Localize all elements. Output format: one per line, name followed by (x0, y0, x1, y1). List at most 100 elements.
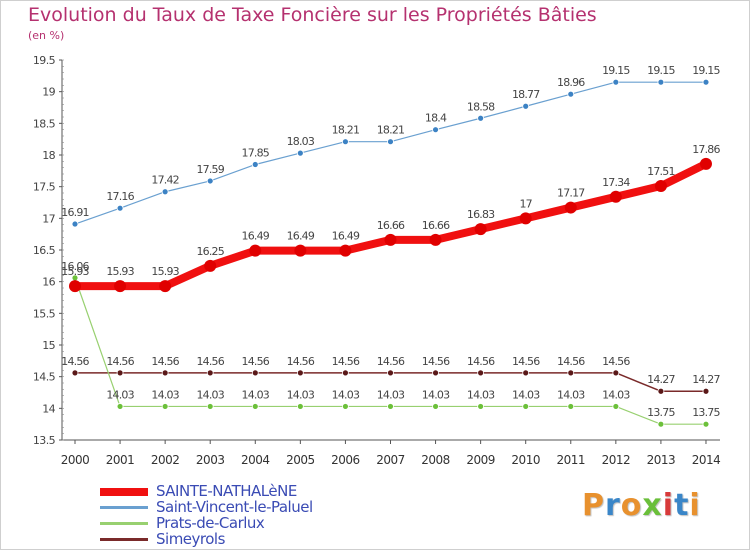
logo-letter: i (689, 488, 701, 523)
data-point (71, 369, 79, 377)
data-point (71, 220, 79, 228)
data-label: 14.56 (332, 355, 360, 368)
legend-label: Simeyrols (156, 530, 225, 548)
y-tick-label: 14 (42, 402, 55, 415)
data-point (161, 403, 169, 410)
data-point (702, 387, 710, 395)
data-label: 14.56 (467, 355, 495, 368)
legend-item: Simeyrols (100, 530, 400, 548)
data-point (612, 403, 620, 410)
unit-label: (en %) (28, 29, 65, 42)
data-point (294, 244, 307, 257)
data-label: 14.56 (106, 355, 134, 368)
legend: SAINTE-NATHALèNE Saint-Vincent-le-Paluel P… (100, 482, 400, 548)
data-point (657, 387, 665, 395)
y-tick-label: 15 (42, 339, 55, 352)
data-point (249, 244, 262, 257)
data-label: 14.03 (602, 388, 630, 401)
data-label: 14.56 (196, 355, 224, 368)
data-label: 16.25 (196, 245, 224, 258)
data-label: 18.77 (512, 88, 540, 101)
data-point (567, 90, 575, 98)
series-line (74, 277, 707, 425)
data-point (114, 280, 127, 293)
data-label: 16.49 (287, 230, 315, 243)
data-point (206, 403, 214, 410)
logo-letter: o (620, 488, 643, 523)
data-point (522, 102, 530, 110)
data-label: 17.86 (692, 143, 720, 156)
data-label: 13.75 (647, 406, 675, 419)
data-label: 14.27 (647, 373, 675, 386)
data-label: 14.03 (422, 388, 450, 401)
data-label: 18.4 (425, 112, 447, 125)
data-point (69, 280, 81, 293)
data-point (432, 126, 439, 134)
data-point (609, 190, 622, 203)
legend-item: SAINTE-NATHALèNE (100, 482, 400, 500)
data-point (519, 212, 532, 225)
data-point (339, 244, 352, 257)
data-label: 14.03 (557, 388, 585, 401)
y-tick-label: 19.5 (33, 54, 56, 67)
data-label: 15.93 (106, 265, 134, 278)
data-point (342, 403, 349, 410)
data-label: 19.15 (692, 64, 720, 77)
data-point (206, 369, 214, 377)
logo-letter: P (582, 488, 605, 523)
data-label: 18.03 (287, 135, 315, 148)
data-label: 14.03 (467, 388, 495, 401)
x-tick-label: 2002 (151, 453, 180, 467)
data-point (474, 223, 487, 236)
data-point (699, 157, 712, 170)
data-point (116, 204, 124, 212)
data-label: 14.56 (377, 355, 405, 368)
data-label: 17.34 (602, 176, 630, 189)
logo-letter: t (674, 488, 690, 523)
x-tick-label: 2014 (692, 453, 721, 467)
data-label: 18.21 (377, 124, 405, 137)
data-label: 14.03 (151, 388, 179, 401)
data-label: 16.06 (61, 260, 89, 273)
data-point (342, 369, 349, 377)
data-point (432, 403, 439, 410)
data-point (657, 78, 665, 86)
data-point (342, 138, 349, 146)
data-point (251, 369, 259, 377)
data-point (432, 369, 439, 377)
y-tick-label: 13.5 (33, 434, 56, 447)
chart-title: Evolution du Taux de Taxe Foncière sur l… (28, 4, 597, 26)
data-point (522, 403, 530, 410)
data-label: 17.51 (647, 165, 675, 178)
data-label: 13.75 (692, 406, 720, 419)
x-tick-label: 2010 (511, 453, 540, 467)
y-tick-label: 17.5 (33, 181, 56, 194)
legend-swatch (100, 488, 148, 496)
data-label: 14.56 (287, 355, 315, 368)
legend-swatch (100, 538, 148, 541)
series-line (74, 81, 707, 225)
data-label: 14.03 (377, 388, 405, 401)
data-label: 14.56 (61, 355, 89, 368)
data-point (702, 420, 710, 428)
data-point (161, 188, 169, 196)
x-tick-label: 2005 (286, 453, 315, 467)
data-label: 18.96 (557, 76, 585, 89)
data-label: 17.42 (151, 174, 179, 187)
data-point (477, 114, 485, 122)
data-point (654, 180, 667, 193)
logo-letter: x (642, 488, 663, 523)
data-label: 17.59 (196, 163, 224, 176)
data-label: 17.85 (242, 147, 270, 160)
data-label: 19.15 (602, 64, 630, 77)
x-tick-label: 2006 (331, 453, 360, 467)
data-point (612, 78, 620, 86)
y-tick-label: 14.5 (33, 371, 56, 384)
logo-letter: r (605, 488, 621, 523)
x-tick-label: 2004 (241, 453, 270, 467)
y-tick-label: 16.5 (33, 244, 56, 257)
data-point (296, 369, 304, 377)
data-point (159, 280, 172, 293)
y-tick-label: 19 (42, 86, 55, 99)
